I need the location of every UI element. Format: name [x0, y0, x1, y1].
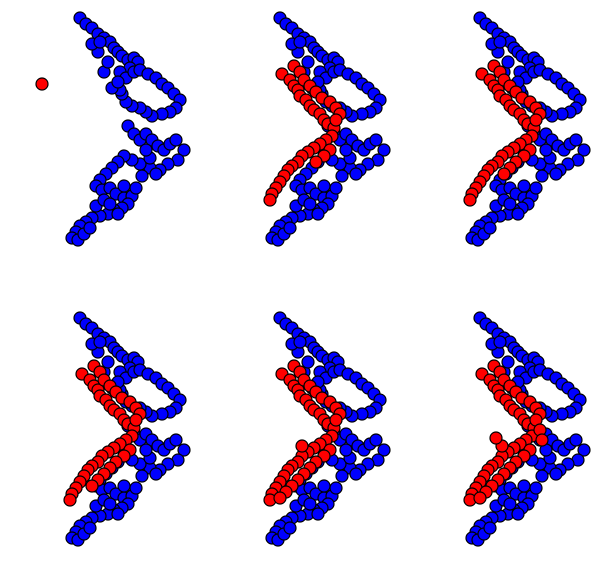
point-base-5-82	[303, 497, 317, 511]
point-base-2-82	[303, 197, 317, 211]
point-highlight-4-35	[129, 413, 143, 427]
point-base-5-85	[329, 481, 343, 495]
point-highlight-2-35	[329, 113, 343, 127]
point-base-5-83	[311, 507, 325, 521]
point-base-1-34	[111, 75, 125, 89]
point-base-4-86	[135, 469, 149, 483]
point-highlight-6-44	[473, 491, 487, 505]
point-base-3-39	[493, 35, 507, 49]
point-base-4-48	[169, 433, 183, 447]
point-base-2-39	[293, 35, 307, 49]
point-base-1-82	[103, 197, 117, 211]
point-base-4-82	[103, 497, 117, 511]
point-base-5-89	[349, 467, 363, 481]
point-base-1-39	[93, 35, 107, 49]
point-base-3-49	[577, 143, 591, 157]
point-base-1-79	[83, 221, 97, 235]
point-base-2-85	[329, 181, 343, 195]
point-base-6-84	[517, 479, 531, 493]
point-base-4-36	[101, 355, 115, 369]
point-base-3-85	[529, 181, 543, 195]
point-base-6-82	[503, 497, 517, 511]
point-base-4-83	[111, 507, 125, 521]
point-base-6-83	[511, 507, 525, 521]
point-base-1-85	[129, 181, 143, 195]
point-base-1-36	[101, 55, 115, 69]
point-base-6-89	[549, 467, 563, 481]
point-base-5-84	[317, 479, 331, 493]
point-base-3-84	[517, 179, 531, 193]
point-highlight-5-45	[295, 439, 309, 453]
point-base-3-79	[483, 221, 497, 235]
point-base-5-36	[301, 355, 315, 369]
point-base-3-88	[539, 143, 553, 157]
point-base-5-79	[283, 521, 297, 535]
point-base-5-86	[335, 469, 349, 483]
point-base-2-79	[283, 221, 297, 235]
point-base-2-49	[377, 143, 391, 157]
point-base-1-48	[169, 133, 183, 147]
point-highlight-5-44	[273, 491, 287, 505]
point-base-6-49	[577, 443, 591, 457]
scatter-panel-1	[35, 11, 191, 247]
point-base-2-86	[335, 169, 349, 183]
point-base-3-36	[501, 55, 515, 69]
point-highlight-3-25	[463, 193, 477, 207]
point-base-1-83	[111, 207, 125, 221]
point-base-6-36	[501, 355, 515, 369]
point-highlight-2-38	[309, 155, 323, 169]
point-highlight-3-40	[497, 167, 511, 181]
point-base-4-39	[93, 335, 107, 349]
scatter-panel-2	[263, 11, 391, 247]
point-base-5-39	[293, 335, 307, 349]
point-base-4-88	[139, 443, 153, 457]
point-base-3-89	[549, 167, 563, 181]
point-highlight-4-42	[85, 479, 99, 493]
point-base-5-48	[369, 433, 383, 447]
scatter-panel-6	[463, 311, 591, 547]
point-base-6-79	[483, 521, 497, 535]
point-base-4-84	[117, 479, 131, 493]
point-base-3-83	[511, 207, 525, 221]
point-base-1-84	[117, 179, 131, 193]
point-base-6-48	[569, 433, 583, 447]
point-base-6-39	[493, 335, 507, 349]
scatter-panel-5	[263, 311, 391, 547]
point-base-1-88	[139, 143, 153, 157]
point-base-2-89	[349, 167, 363, 181]
point-base-4-85	[129, 481, 143, 495]
point-base-5-88	[339, 443, 353, 457]
point-base-3-48	[569, 133, 583, 147]
point-base-2-36	[301, 55, 315, 69]
point-highlight-6-46	[489, 431, 503, 445]
point-base-6-86	[535, 469, 549, 483]
scatter-panel-3	[463, 11, 591, 247]
point-base-3-82	[503, 197, 517, 211]
point-base-1-89	[149, 167, 163, 181]
point-highlight-1-0	[35, 77, 49, 91]
point-highlight-2-25	[263, 193, 277, 207]
point-base-5-49	[377, 443, 391, 457]
point-highlight-3-35	[529, 113, 543, 127]
scatter-panel-4	[63, 311, 191, 547]
point-base-6-85	[529, 481, 543, 495]
point-base-2-84	[317, 179, 331, 193]
point-base-1-49	[177, 143, 191, 157]
point-base-4-79	[83, 521, 97, 535]
point-base-4-49	[177, 443, 191, 457]
point-base-2-88	[339, 143, 353, 157]
point-highlight-6-48	[535, 433, 549, 447]
point-highlight-5-35	[329, 413, 343, 427]
point-base-2-48	[369, 133, 383, 147]
point-highlight-4-25	[63, 493, 77, 507]
point-base-2-83	[311, 207, 325, 221]
point-base-1-86	[135, 169, 149, 183]
point-base-3-86	[535, 169, 549, 183]
point-base-4-89	[149, 467, 163, 481]
